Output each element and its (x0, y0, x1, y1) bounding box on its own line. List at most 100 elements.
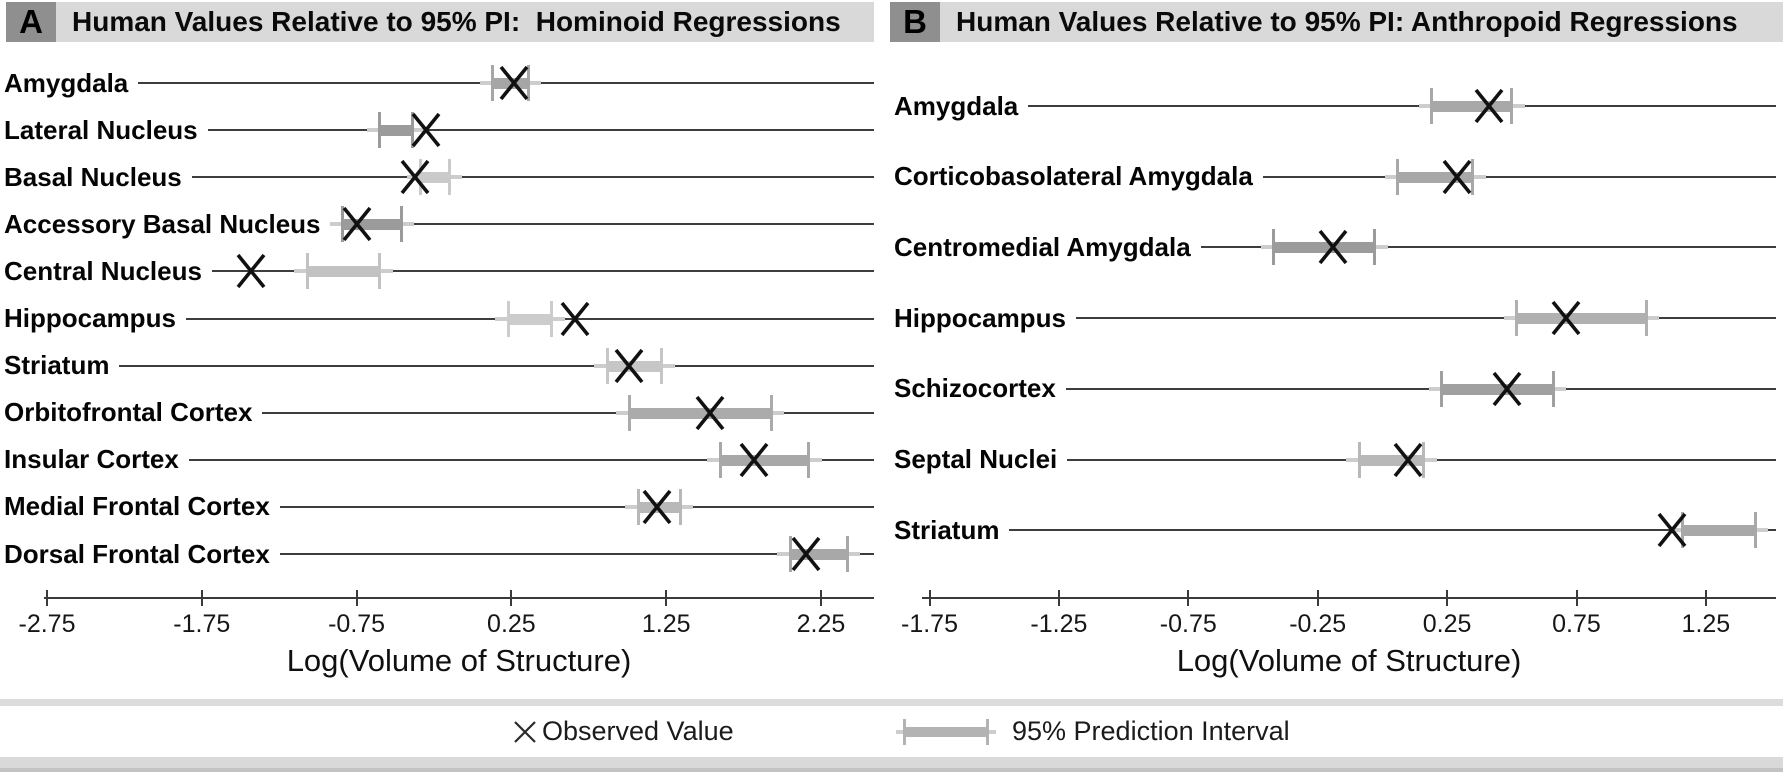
row-line (188, 458, 874, 461)
forest-row: Orbitofrontal Cortex (4, 391, 874, 435)
legend-observed-label: Observed Value (542, 716, 734, 746)
pi-cap-left (1440, 370, 1444, 407)
pi-cap-right (678, 488, 682, 525)
observed-x-marker (614, 348, 644, 389)
row-line (1065, 387, 1776, 390)
forest-row: Central Nucleus (4, 249, 874, 293)
forest-row: Hippocampus (894, 296, 1776, 340)
pi-cap-left (627, 394, 631, 431)
pi-cap-right (845, 536, 849, 572)
x-axis-line (922, 597, 1776, 599)
pi-cap-left (1272, 229, 1276, 266)
pi-bar (492, 78, 529, 89)
row-line (191, 176, 874, 179)
x-axis-tick (200, 590, 203, 606)
pi-cap-right (378, 253, 382, 290)
panel-a-header: A Human Values Relative to 95% PI: Homin… (6, 2, 874, 42)
pi-cap-right (807, 441, 811, 478)
observed-x-marker (1492, 371, 1522, 412)
x-axis-line (44, 597, 874, 599)
pi-cap-right (410, 112, 414, 149)
observed-x-marker (739, 442, 769, 483)
x-axis-tick (1316, 590, 1319, 606)
pi-cap-left (506, 300, 510, 337)
pi-cap-left (788, 536, 792, 572)
row-line (211, 270, 874, 273)
row-label: Central Nucleus (4, 255, 202, 286)
pi-cap-left (636, 488, 640, 525)
row-label: Schizocortex (894, 373, 1056, 404)
x-axis-tick-label: -1.25 (1030, 610, 1088, 638)
x-axis-tick (1446, 590, 1449, 606)
panel-a-letter-box: A (6, 2, 56, 42)
row-line (119, 364, 874, 367)
pi-cap-left (418, 159, 422, 196)
pi-cap-left (1396, 158, 1400, 195)
pi-bar (1359, 454, 1424, 466)
pi-bar (1441, 383, 1554, 395)
row-label: Striatum (4, 350, 110, 381)
x-axis-tick-label: 0.25 (487, 610, 536, 638)
x-axis-tick-label: 0.75 (1552, 610, 1601, 638)
pi-cap-left (605, 347, 609, 384)
forest-row: Hippocampus (4, 297, 874, 341)
forest-row: Striatum (894, 508, 1776, 552)
x-axis-tick-label: 2.25 (796, 610, 846, 638)
pi-cap-right (1753, 512, 1757, 549)
x-axis-tick-label: 0.25 (1422, 610, 1472, 638)
legend-pi-item: 95% Prediction Interval (896, 706, 1290, 757)
row-label: Accessory Basal Nucleus (4, 208, 321, 239)
observed-x-marker (695, 395, 725, 436)
observed-x-marker (1551, 300, 1581, 341)
forest-row: Amygdala (4, 61, 874, 105)
pi-cap-right (1644, 300, 1648, 337)
pi-cap-right (447, 159, 451, 196)
forest-row: Striatum (4, 344, 874, 388)
forest-row: Accessory Basal Nucleus (4, 202, 874, 246)
panel-b-title: Human Values Relative to 95% PI: Anthrop… (940, 2, 1783, 42)
pi-cap-left (378, 112, 382, 149)
bottom-edge-band (0, 768, 1783, 772)
row-line (1200, 246, 1776, 249)
row-label: Orbitofrontal Cortex (4, 397, 253, 428)
forest-row: Corticobasolateral Amygdala (894, 155, 1776, 199)
pi-cap-right (1510, 88, 1514, 124)
forest-row: Medial Frontal Cortex (4, 485, 874, 529)
observed-x-marker (1442, 159, 1472, 200)
x-axis-tick-label: -1.75 (901, 610, 958, 638)
x-axis-tick-label: 1.25 (641, 610, 691, 638)
panel-b-letter-box: B (890, 2, 940, 42)
divider-band-bottom (0, 757, 1783, 768)
forest-row: Centromedial Amygdala (894, 225, 1776, 269)
x-axis-tick-label: -1.75 (173, 610, 231, 638)
pi-bar (629, 407, 772, 419)
row-label: Centromedial Amygdala (894, 231, 1191, 262)
panel-a-letter: A (19, 3, 43, 40)
row-line (1262, 175, 1776, 178)
pi-cap-right (1373, 229, 1377, 266)
observed-x-marker (499, 65, 529, 106)
pi-cap-left (1515, 300, 1519, 337)
x-axis-tick (355, 590, 358, 606)
forest-row: Lateral Nucleus (4, 108, 874, 152)
row-line (279, 505, 874, 508)
row-line (279, 553, 874, 555)
row-label: Corticobasolateral Amygdala (894, 161, 1253, 192)
pi-bar (420, 172, 450, 184)
observed-x-marker (400, 159, 430, 200)
observed-x-marker (560, 301, 590, 342)
pi-cap-left (305, 253, 309, 290)
x-axis-tick (1704, 590, 1707, 606)
pi-bar (790, 549, 848, 560)
x-axis-tick (46, 590, 48, 606)
x-axis-tick (510, 590, 513, 606)
row-label: Amygdala (4, 67, 129, 98)
row-line (1028, 105, 1776, 107)
row-label: Insular Cortex (4, 444, 179, 475)
pi-cap-right (550, 300, 554, 337)
row-label: Hippocampus (894, 302, 1066, 333)
x-axis-tick-label: 1.25 (1681, 610, 1731, 638)
x-axis-title-b: Log(Volume of Structure) (1176, 643, 1522, 678)
pi-cap-right (769, 394, 773, 431)
pi-cap-left (718, 441, 722, 478)
